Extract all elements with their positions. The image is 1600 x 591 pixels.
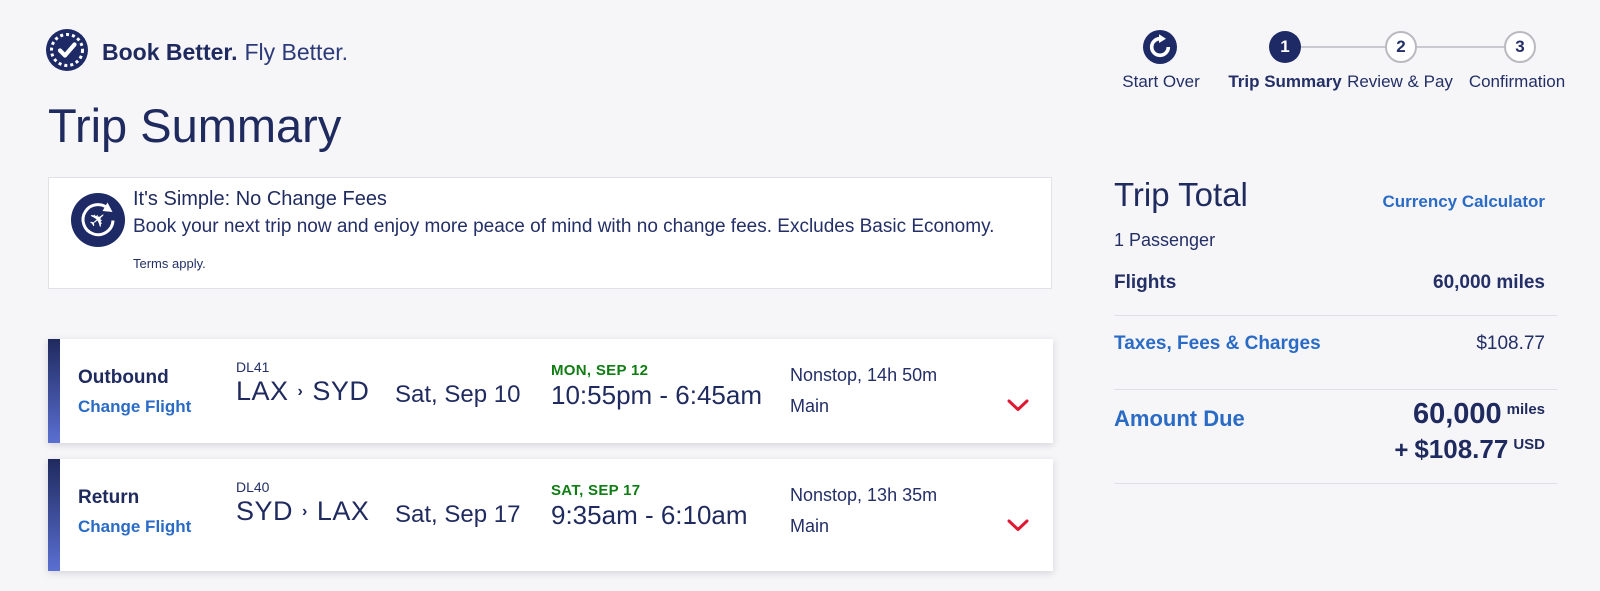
step-2-label[interactable]: Review & Pay — [1347, 72, 1453, 91]
flight-direction: Return — [78, 487, 140, 508]
change-flight-link[interactable]: Change Flight — [78, 397, 192, 416]
brand-logo: Book Better. Fly Better. — [45, 28, 348, 77]
flight-times: 10:55pm - 6:45am — [551, 380, 763, 410]
usd-value: $108.77 — [1414, 434, 1509, 464]
flights-row-label: Flights — [1114, 272, 1177, 293]
promo-terms-link[interactable]: Terms apply. — [133, 256, 206, 271]
flight-duration: Nonstop, 14h 50m — [790, 365, 938, 385]
plane-circle-arrow-icon: ✈ — [71, 193, 125, 252]
divider — [1114, 315, 1557, 316]
destination-code: LAX — [316, 496, 370, 526]
outbound-flight-card: Outbound Change Flight DL41 LAX › SYD Sat,… — [48, 339, 1053, 443]
no-change-fees-banner: ✈ It's Simple: No Change Fees Book your … — [48, 177, 1052, 289]
stepper-connector — [1301, 46, 1385, 48]
promo-title: It's Simple: No Change Fees — [133, 188, 387, 210]
brand-tagline: Book Better. Fly Better. — [102, 39, 348, 66]
amount-due-label: Amount Due — [1114, 406, 1245, 431]
card-accent-bar — [48, 339, 60, 443]
flight-number: DL41 — [236, 359, 270, 375]
step-3-number: 3 — [1515, 37, 1525, 56]
step-1-number: 1 — [1280, 37, 1290, 56]
expand-details-chevron-icon[interactable] — [1007, 399, 1029, 417]
taxes-fees-link[interactable]: Taxes, Fees & Charges — [1114, 333, 1321, 354]
page-title: Trip Summary — [48, 99, 342, 152]
flight-direction: Outbound — [78, 367, 169, 388]
amount-due-usd: + $108.77 USD — [1394, 434, 1545, 465]
miles-value: 60,000 — [1412, 398, 1502, 430]
arrival-date: MON, SEP 12 — [551, 362, 649, 379]
usd-unit: USD — [1513, 436, 1545, 453]
plus-sign: + — [1394, 437, 1409, 464]
change-flight-link[interactable]: Change Flight — [78, 517, 192, 536]
start-over-label[interactable]: Start Over — [1122, 72, 1200, 91]
trip-total-panel: Trip Total Currency Calculator 1 Passeng… — [1114, 176, 1557, 496]
card-accent-bar — [48, 459, 60, 571]
amount-due-miles: 60,000 miles — [1413, 398, 1545, 431]
promo-body: Book your next trip now and enjoy more p… — [133, 216, 995, 237]
step-1-circle[interactable]: 1 — [1269, 31, 1301, 63]
step-2-circle[interactable]: 2 — [1385, 31, 1417, 63]
stepper-connector — [1417, 46, 1504, 48]
route-arrow-icon: › — [297, 383, 304, 400]
flight-number: DL40 — [236, 479, 270, 495]
origin-code: LAX — [236, 376, 289, 406]
taxes-fees-value: $108.77 — [1476, 333, 1545, 354]
step-3-circle[interactable]: 3 — [1504, 31, 1536, 63]
flight-duration: Nonstop, 13h 35m — [790, 485, 938, 505]
currency-calculator-link[interactable]: Currency Calculator — [1382, 192, 1546, 211]
start-over-icon[interactable] — [1143, 30, 1177, 69]
flight-route: SYD › LAX — [236, 496, 369, 527]
expand-details-chevron-icon[interactable] — [1007, 519, 1029, 537]
arrival-date: SAT, SEP 17 — [551, 482, 641, 499]
departure-date: Sat, Sep 17 — [395, 501, 521, 528]
divider — [1114, 389, 1557, 390]
origin-code: SYD — [236, 496, 294, 526]
route-arrow-icon: › — [302, 503, 308, 520]
step-3-label[interactable]: Confirmation — [1468, 72, 1566, 91]
step-2-number: 2 — [1396, 37, 1406, 56]
brand-seal-icon — [45, 28, 89, 77]
flights-row-value: 60,000 miles — [1433, 272, 1545, 293]
miles-unit: miles — [1506, 401, 1545, 418]
flight-times: 9:35am - 6:10am — [551, 500, 748, 530]
step-1-label[interactable]: Trip Summary — [1228, 72, 1342, 91]
cabin-class: Main — [790, 396, 830, 416]
departure-date: Sat, Sep 10 — [395, 381, 521, 408]
brand-tagline-primary: Book Better. — [102, 39, 238, 65]
return-flight-card: Return Change Flight DL40 SYD › LAX Sat, S… — [48, 459, 1053, 571]
flight-route: LAX › SYD — [236, 376, 369, 407]
brand-tagline-secondary: Fly Better. — [244, 39, 349, 65]
passenger-count: 1 Passenger — [1114, 230, 1216, 250]
trip-total-title: Trip Total — [1114, 176, 1248, 213]
destination-code: SYD — [312, 376, 370, 406]
divider — [1114, 483, 1557, 484]
cabin-class: Main — [790, 516, 830, 536]
